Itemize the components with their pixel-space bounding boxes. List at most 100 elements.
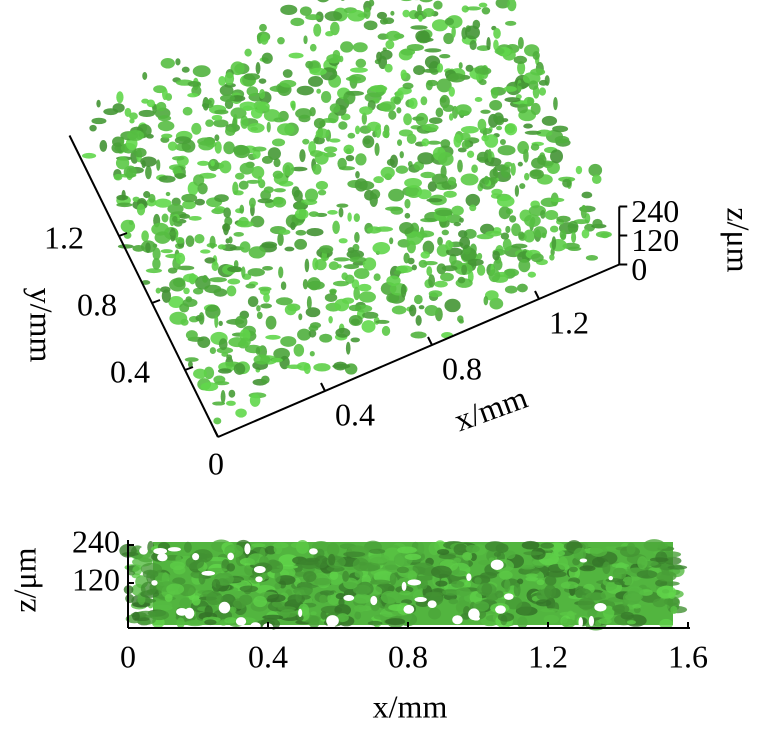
projection-blob bbox=[389, 572, 397, 586]
volume-blob bbox=[422, 7, 435, 17]
volume-blob bbox=[457, 230, 468, 238]
volume-blob bbox=[273, 188, 286, 193]
projection-blob bbox=[573, 547, 587, 561]
volume-blob bbox=[273, 117, 285, 123]
x-tick-label: 1.2 bbox=[528, 638, 568, 674]
volume-blob bbox=[200, 382, 219, 392]
volume-blob bbox=[246, 86, 259, 97]
volume-blob bbox=[374, 142, 380, 156]
volume-blob bbox=[518, 258, 531, 273]
volume-blob bbox=[133, 147, 147, 158]
volume-blob bbox=[307, 277, 321, 291]
projection-blob bbox=[560, 581, 579, 589]
projection-blob bbox=[175, 555, 182, 564]
projection-blob bbox=[328, 553, 336, 566]
volume-blob bbox=[265, 334, 281, 340]
volume-blob bbox=[340, 113, 351, 121]
volume-blob bbox=[256, 311, 263, 320]
y-tick-label: 1.2 bbox=[44, 219, 84, 255]
volume-blob bbox=[411, 264, 417, 271]
volume-blob bbox=[347, 9, 366, 22]
projection-blob bbox=[428, 542, 440, 556]
volume-blob bbox=[355, 58, 367, 68]
volume-blob bbox=[514, 185, 520, 197]
x-tick-label: 0.4 bbox=[248, 638, 288, 674]
volume-blob bbox=[103, 108, 119, 116]
volume-blob bbox=[355, 171, 360, 179]
volume-blob bbox=[393, 270, 402, 275]
volume-blob bbox=[441, 229, 449, 236]
volume-blob bbox=[308, 211, 319, 217]
volume-blob bbox=[459, 132, 471, 141]
volume-blob bbox=[530, 143, 540, 151]
volume-blob bbox=[358, 291, 376, 303]
volume-blob bbox=[244, 48, 252, 57]
volume-blob bbox=[562, 178, 572, 188]
projection-gap bbox=[218, 601, 231, 614]
projection-blob bbox=[626, 542, 636, 555]
volume-blob bbox=[346, 249, 365, 259]
projection-blob bbox=[373, 570, 396, 582]
volume-blob bbox=[353, 213, 360, 223]
projection-blob bbox=[465, 544, 480, 553]
volume-blob bbox=[175, 58, 181, 66]
volume-blob bbox=[502, 238, 512, 252]
volume-blob bbox=[465, 64, 474, 72]
volume-blob bbox=[471, 164, 478, 174]
y-tick-label: 0.4 bbox=[110, 353, 150, 389]
volume-blob bbox=[492, 250, 500, 261]
volume-blob bbox=[278, 229, 291, 235]
projection-gap bbox=[153, 547, 168, 555]
volume-blob bbox=[232, 117, 238, 132]
volume-blob bbox=[160, 57, 175, 69]
volume-blob bbox=[140, 156, 157, 167]
volume-blob bbox=[388, 110, 397, 120]
volume-blob bbox=[337, 157, 347, 170]
volume-blob bbox=[324, 293, 338, 302]
volume-blob bbox=[167, 203, 184, 215]
volume-blob bbox=[143, 191, 151, 199]
volume-blob bbox=[384, 63, 393, 73]
volume-blob bbox=[419, 0, 433, 3]
volume-blob bbox=[197, 182, 208, 195]
volume-blob bbox=[194, 233, 205, 244]
volume-blob bbox=[128, 220, 134, 225]
volume-blob bbox=[524, 172, 530, 181]
volume-blob bbox=[400, 0, 412, 2]
volume-blob bbox=[386, 292, 400, 303]
volume-blob bbox=[191, 122, 202, 135]
projection-blob bbox=[253, 596, 268, 608]
volume-cloud bbox=[81, 0, 612, 425]
projection-blob bbox=[369, 548, 386, 554]
projection-blob bbox=[353, 593, 371, 604]
volume-blob bbox=[447, 176, 457, 186]
volume-blob bbox=[348, 74, 367, 84]
x-axis bbox=[217, 263, 620, 438]
volume-blob bbox=[437, 152, 454, 166]
volume-blob bbox=[181, 193, 198, 203]
volume-blob bbox=[517, 103, 528, 114]
volume-blob bbox=[571, 231, 577, 244]
volume-blob bbox=[404, 212, 411, 219]
volume-blob bbox=[493, 112, 504, 124]
volume-blob bbox=[142, 71, 148, 80]
volume-blob bbox=[329, 289, 337, 295]
volume-blob bbox=[366, 226, 382, 234]
volume-blob bbox=[422, 68, 440, 73]
projection-blob bbox=[450, 570, 467, 576]
volume-blob bbox=[174, 136, 191, 145]
volume-blob bbox=[355, 125, 361, 135]
volume-blob bbox=[567, 223, 579, 229]
volume-blob bbox=[357, 283, 372, 292]
projection-blob bbox=[407, 570, 417, 582]
projection-blob bbox=[667, 596, 680, 608]
projection-blob bbox=[420, 577, 428, 590]
x-tick bbox=[213, 428, 219, 438]
volume-blob bbox=[406, 231, 423, 245]
volume-blob bbox=[575, 165, 583, 175]
volume-blob bbox=[350, 337, 360, 343]
volume-blob bbox=[282, 162, 295, 177]
projection-blob bbox=[329, 570, 339, 581]
volume-blob bbox=[205, 304, 221, 319]
volume-blob bbox=[505, 225, 511, 234]
